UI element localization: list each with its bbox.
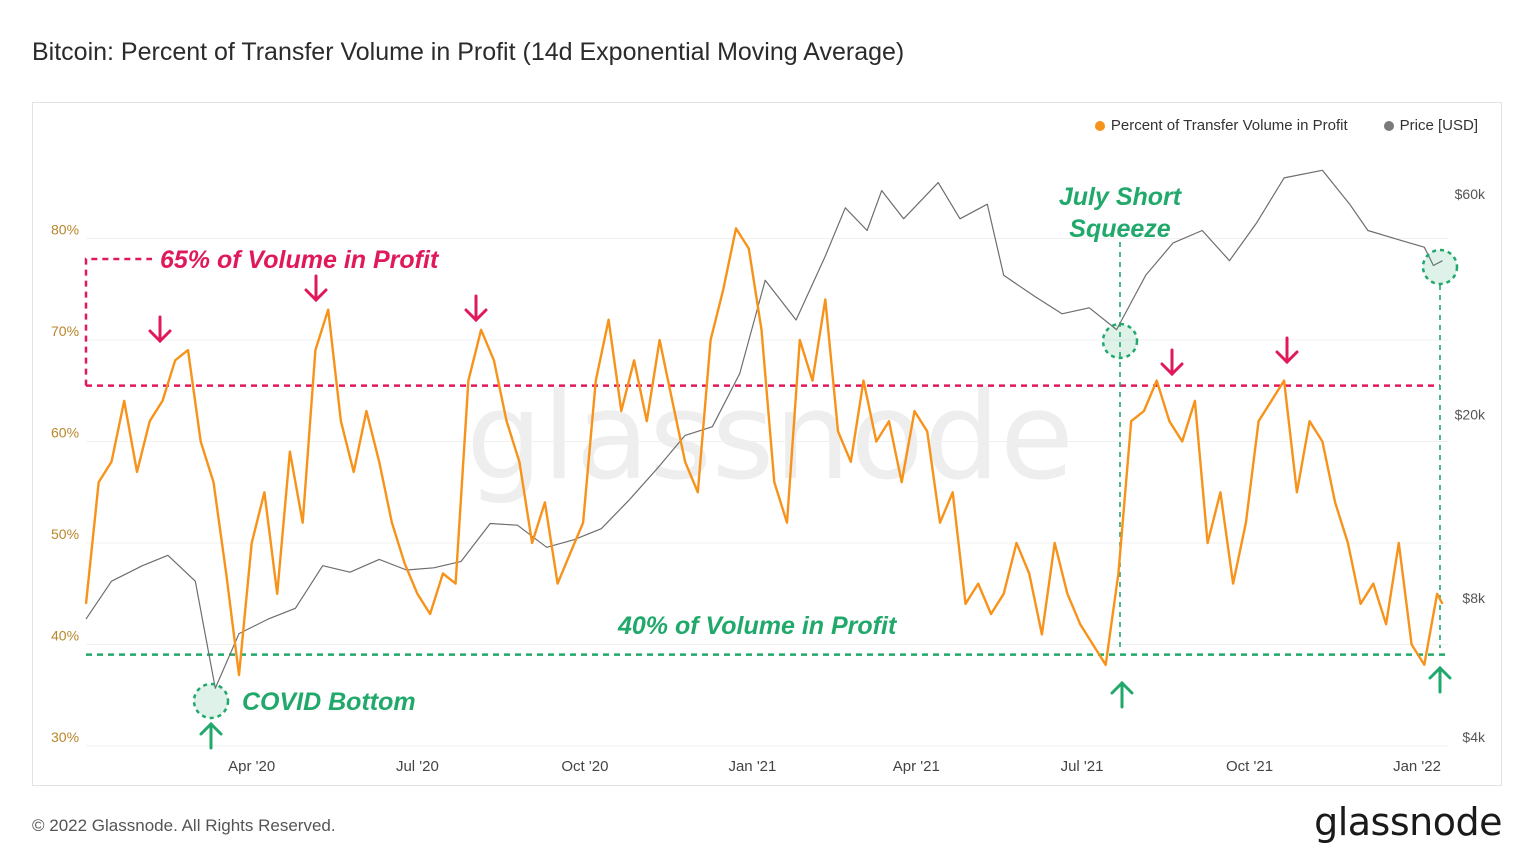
y-left-tick-label: 30% bbox=[51, 729, 79, 745]
circle-july bbox=[1101, 322, 1139, 360]
label-65: 65% of Volume in Profit bbox=[160, 246, 440, 274]
y-left-tick-label: 60% bbox=[51, 425, 79, 441]
legend-label-price: Price [USD] bbox=[1399, 117, 1478, 134]
legend-item-price[interactable]: Price [USD] bbox=[1383, 117, 1478, 134]
x-tick-label: Apr '20 bbox=[228, 758, 275, 775]
page-title: Bitcoin: Percent of Transfer Volume in P… bbox=[32, 38, 905, 66]
label-covid: COVID Bottom bbox=[242, 688, 416, 716]
chart-panel bbox=[32, 102, 1502, 786]
y-right-tick-label: $60k bbox=[1455, 186, 1486, 202]
y-left-tick-label: 70% bbox=[51, 323, 79, 339]
arrow-up-july bbox=[1110, 680, 1134, 709]
label-july-1: July Short bbox=[1059, 183, 1183, 211]
arrow-down-2 bbox=[304, 274, 328, 303]
arrow-head bbox=[199, 721, 223, 736]
legend-label-volume: Percent of Transfer Volume in Profit bbox=[1110, 117, 1348, 134]
legend-dot-gray bbox=[1383, 120, 1394, 131]
x-tick-label: Jul '21 bbox=[1061, 758, 1104, 775]
bracket-65 bbox=[84, 257, 152, 386]
series-price-line bbox=[85, 169, 1443, 689]
arrow-head bbox=[304, 288, 328, 303]
x-tick-label: Jan '21 bbox=[728, 758, 776, 775]
arrow-head bbox=[1160, 362, 1184, 377]
x-tick-label: Apr '21 bbox=[893, 758, 940, 775]
copyright: © 2022 Glassnode. All Rights Reserved. bbox=[32, 816, 336, 835]
x-tick-label: Jul '20 bbox=[396, 758, 439, 775]
y-left-tick-label: 40% bbox=[51, 628, 79, 644]
arrow-head bbox=[1110, 680, 1134, 695]
circle-jan22 bbox=[1421, 248, 1459, 286]
x-tick-label: Oct '21 bbox=[1226, 758, 1273, 775]
brand-logo: glassnode bbox=[1314, 800, 1502, 844]
arrow-down-1 bbox=[148, 315, 172, 344]
arrow-up-jan22 bbox=[1428, 665, 1452, 694]
arrow-head bbox=[464, 308, 488, 323]
arrow-head bbox=[148, 329, 172, 344]
arrow-head bbox=[1275, 350, 1299, 365]
arrow-up-covid bbox=[199, 721, 223, 750]
arrow-down-3 bbox=[464, 294, 488, 323]
x-tick-label: Jan '22 bbox=[1393, 758, 1441, 775]
x-tick-label: Oct '20 bbox=[561, 758, 608, 775]
arrow-down-5 bbox=[1275, 336, 1299, 365]
y-right-tick-label: $4k bbox=[1462, 729, 1486, 745]
series-volume-line bbox=[84, 227, 1444, 677]
arrow-down-4 bbox=[1160, 348, 1184, 377]
arrow-head bbox=[1428, 665, 1452, 680]
legend-dot-orange bbox=[1094, 120, 1105, 131]
legend: Percent of Transfer Volume in Profit Pri… bbox=[1094, 117, 1478, 134]
y-left-tick-label: 50% bbox=[51, 526, 79, 542]
y-right-tick-label: $20k bbox=[1455, 406, 1486, 422]
label-40: 40% of Volume in Profit bbox=[617, 612, 898, 640]
circle-covid bbox=[192, 682, 230, 720]
legend-item-volume[interactable]: Percent of Transfer Volume in Profit bbox=[1094, 117, 1348, 134]
y-left-tick-label: 80% bbox=[51, 222, 79, 238]
y-right-tick-label: $8k bbox=[1462, 590, 1486, 606]
label-july-2: Squeeze bbox=[1069, 215, 1171, 243]
